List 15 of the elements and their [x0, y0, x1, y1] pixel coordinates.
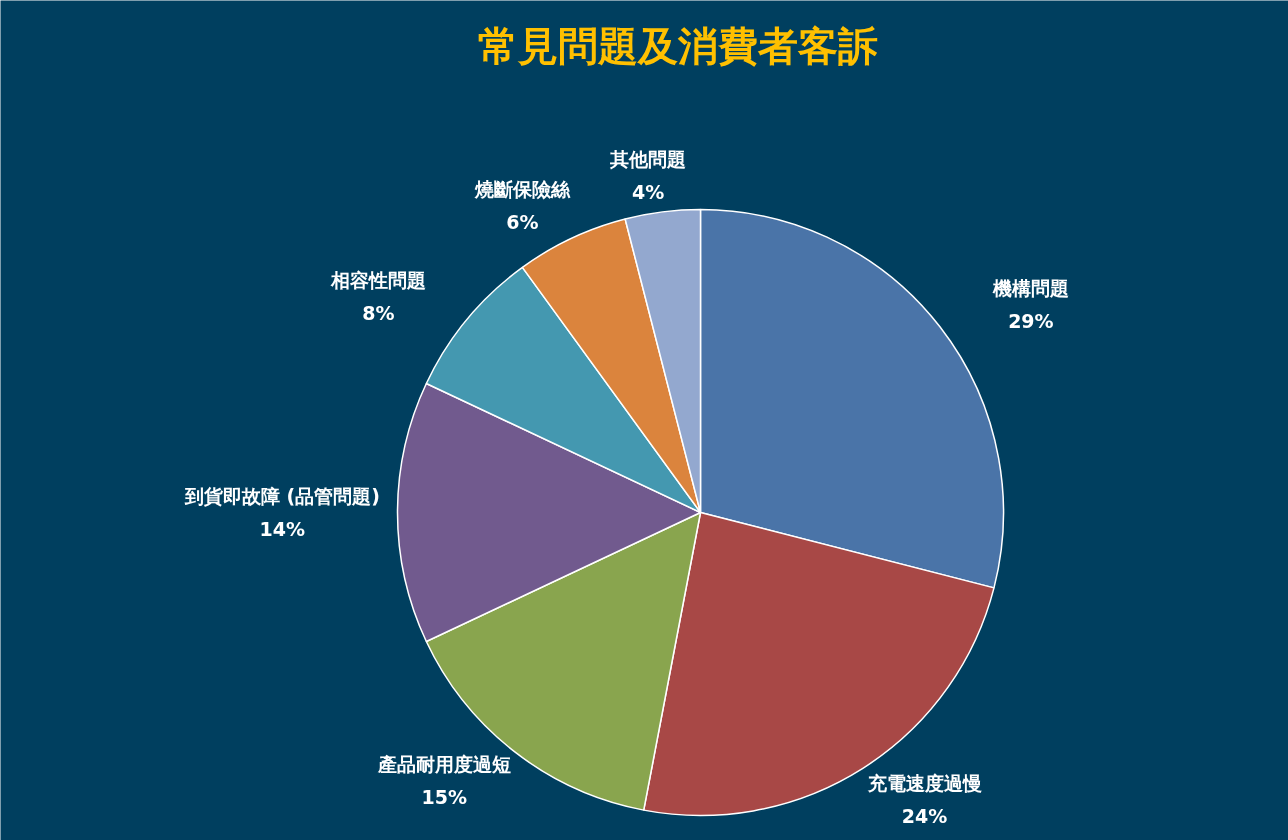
slice-label: 產品耐用度過短 [376, 753, 511, 776]
slice-label: 充電速度過慢 [866, 771, 982, 794]
data-label: 24% [901, 804, 948, 827]
data-label: 15% [421, 786, 467, 809]
data-label: 6% [506, 210, 539, 233]
slice-label: 機構問題 [991, 277, 1069, 299]
chart-title: 常見問題及消費者客訴 [477, 22, 878, 69]
slice-label: 燒斷保險絲 [473, 177, 571, 200]
data-label: 14% [259, 518, 306, 540]
data-label: 29% [1008, 310, 1054, 332]
data-label: 4% [631, 181, 665, 204]
slice-label: 其他問題 [609, 148, 687, 171]
slice-label: 相容性問題 [329, 268, 426, 291]
slice-label: 到貨即故障 (品管問題) [183, 485, 380, 507]
data-label: 8% [362, 301, 395, 324]
